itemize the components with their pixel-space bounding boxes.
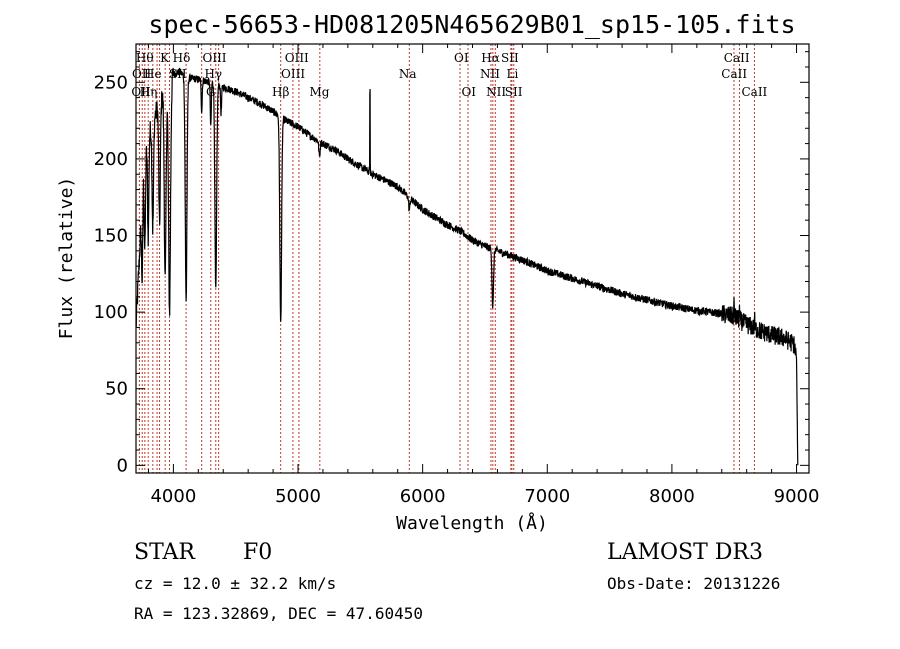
y-tick-label: 150 xyxy=(94,226,128,247)
line-label: OI xyxy=(461,85,476,99)
line-label: Hη xyxy=(140,85,158,99)
spectrum-line xyxy=(135,67,799,466)
plot-frame xyxy=(135,43,810,474)
line-label: Hβ xyxy=(272,85,289,99)
x-axis-label: Wavelength (Å) xyxy=(396,512,548,534)
y-axis-label: Flux (relative) xyxy=(56,177,77,340)
x-tick-label: 7000 xyxy=(524,486,570,507)
x-tick-label: 6000 xyxy=(400,486,446,507)
line-label: OIII xyxy=(281,67,305,81)
line-label: He xyxy=(144,67,162,81)
line-label: Li xyxy=(506,67,518,81)
line-label: OIII xyxy=(202,51,226,65)
line-label: SII xyxy=(501,51,519,65)
line-label: K xyxy=(160,51,170,65)
obs-date: Obs-Date: 20131226 xyxy=(607,574,780,593)
line-label: NII xyxy=(486,85,506,99)
x-tick-label: 5000 xyxy=(275,486,321,507)
y-tick-label: 250 xyxy=(94,72,128,93)
line-label: Hθ xyxy=(136,51,154,65)
x-axis-ticks: 4000 5000 6000 7000 8000 9000 xyxy=(147,44,820,507)
y-axis-ticks: 0 50 100 150 200 250 xyxy=(94,51,809,476)
line-label: CaII xyxy=(741,85,767,99)
line-markers xyxy=(138,44,755,473)
y-tick-label: 0 xyxy=(117,455,128,476)
y-tick-label: 50 xyxy=(105,379,128,400)
spectral-subclass: F0 xyxy=(243,540,272,565)
line-label: OIII xyxy=(285,51,309,65)
chart-title: spec-56653-HD081205N465629B01_sp15-105.f… xyxy=(148,10,795,39)
line-label: OII xyxy=(132,67,152,81)
x-tick-label: 9000 xyxy=(774,486,820,507)
line-label: G xyxy=(206,85,216,99)
redshift-text: cz = 12.0 ± 32.2 km/s xyxy=(134,574,336,593)
survey-name: LAMOST DR3 xyxy=(607,540,763,565)
line-label: Hα xyxy=(481,51,500,65)
line-label: OI xyxy=(454,51,469,65)
y-tick-label: 200 xyxy=(94,149,128,170)
line-label: Hγ xyxy=(204,67,222,81)
x-tick-label: 8000 xyxy=(649,486,695,507)
line-label: CaII xyxy=(721,67,747,81)
line-label: SII xyxy=(505,85,523,99)
line-label: Hδ xyxy=(173,51,191,65)
line-label: CaII xyxy=(724,51,750,65)
line-label: Mg xyxy=(309,85,329,99)
line-label: NII xyxy=(480,67,500,81)
coordinates: RA = 123.32869, DEC = 47.60450 xyxy=(134,604,423,623)
x-tick-label: 4000 xyxy=(150,486,196,507)
y-tick-label: 100 xyxy=(94,302,128,323)
line-label: Na xyxy=(399,67,417,81)
object-class: STAR xyxy=(134,540,196,565)
